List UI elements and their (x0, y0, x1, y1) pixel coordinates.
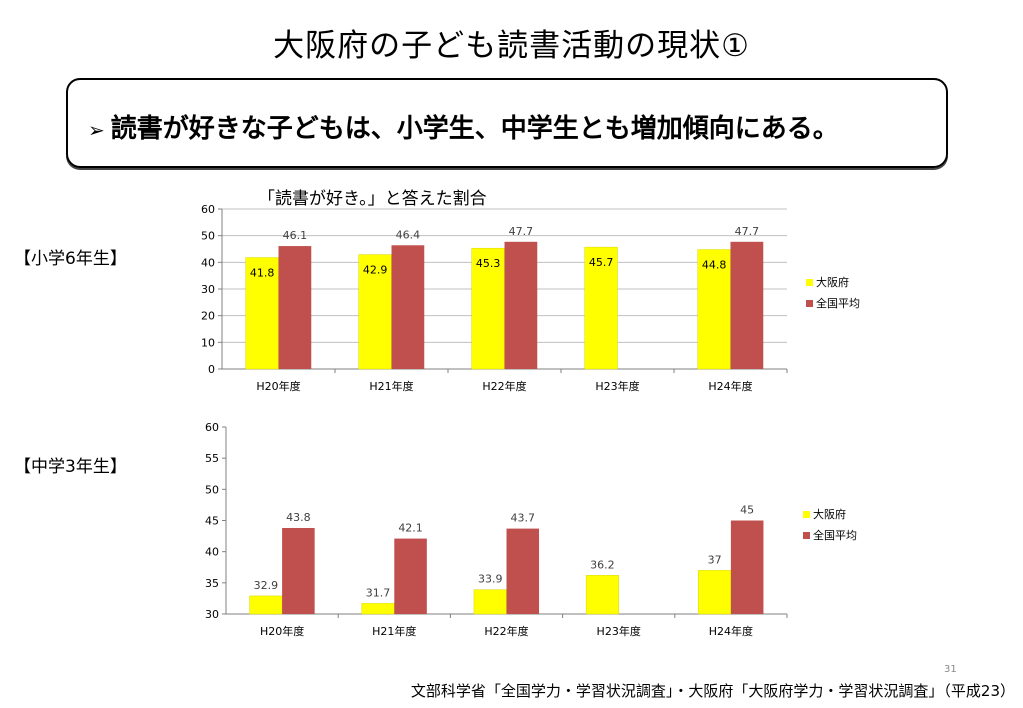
y-tick-label: 35 (205, 577, 219, 590)
data-label: 41.8 (250, 267, 275, 280)
y-tick-label: 30 (201, 283, 215, 296)
callout-text: 読書が好きな子どもは、小学生、中学生とも増加傾向にある。 (110, 114, 839, 144)
legend-label: 全国平均 (813, 528, 857, 542)
page-title: 大阪府の子ども読書活動の現状① (273, 28, 750, 64)
chart-subtitle: 「読書が好き。」と答えた割合 (258, 189, 487, 209)
bar-osaka (473, 589, 507, 615)
grade-label-elementary: 【小学6年生】 (14, 249, 127, 269)
bar-national (504, 241, 538, 369)
page-number: 31 (944, 664, 957, 675)
data-label: 46.1 (283, 229, 308, 242)
y-tick-label: 20 (201, 310, 215, 323)
chart-junior-high: 30 35 40 45 50 55 60 H20年度 32.9 43.8 H21年度 31.7 42.1… (205, 421, 857, 638)
source-citation: 文部科学省「全国学力・学習状況調査」・大阪府「大阪府学力・学習状況調査」（平成2… (410, 682, 1015, 700)
bar-national (282, 527, 315, 614)
x-tick-label: H20年度 (256, 379, 300, 393)
bar-osaka (249, 595, 283, 615)
summary-callout: ➢ 読書が好きな子どもは、小学生、中学生とも増加傾向にある。 (66, 78, 948, 168)
bar-national (278, 246, 312, 369)
data-label: 31.7 (366, 586, 391, 599)
bar-national (730, 241, 764, 369)
legend-label: 大阪府 (813, 507, 846, 521)
y-tick-label: 40 (201, 256, 215, 269)
bar-osaka (471, 247, 505, 370)
data-label: 45.7 (589, 256, 614, 269)
data-label: 43.8 (286, 511, 311, 524)
legend-label: 大阪府 (816, 275, 849, 289)
y-tick-label: 45 (205, 515, 219, 528)
bar-osaka (245, 257, 279, 370)
data-label: 42.1 (398, 522, 423, 535)
y-tick-label: 60 (201, 203, 215, 216)
data-label: 47.7 (735, 225, 760, 238)
y-tick-label: 60 (205, 421, 219, 434)
data-label: 42.9 (363, 264, 388, 277)
y-tick-label: 50 (205, 483, 219, 496)
legend-swatch (806, 300, 813, 307)
legend-label: 全国平均 (816, 296, 860, 310)
y-tick-label: 40 (205, 546, 219, 559)
data-label: 46.4 (396, 228, 421, 241)
bar-national (391, 245, 425, 369)
data-label: 47.7 (509, 225, 534, 238)
data-label: 32.9 (254, 579, 279, 592)
legend-swatch (806, 279, 813, 286)
data-label: 45.3 (476, 257, 501, 270)
data-label: 45 (740, 504, 754, 517)
arrow-bullet-icon: ➢ (88, 118, 105, 142)
x-tick-label: H23年度 (595, 379, 639, 393)
data-label: 36.2 (590, 558, 615, 571)
y-tick-label: 30 (205, 608, 219, 621)
x-tick-label: H24年度 (709, 624, 753, 638)
x-tick-label: H23年度 (597, 624, 641, 638)
x-tick-label: H20年度 (260, 624, 304, 638)
bar-osaka (698, 570, 732, 615)
grade-label-junior-high: 【中学3年生】 (14, 457, 127, 477)
bar-osaka (697, 249, 731, 370)
legend-swatch (803, 511, 810, 518)
x-tick-label: H22年度 (482, 379, 526, 393)
x-tick-label: H21年度 (369, 379, 413, 393)
x-tick-label: H24年度 (708, 379, 752, 393)
bar-osaka (584, 246, 618, 370)
legend-swatch (803, 532, 810, 539)
x-tick-label: H22年度 (484, 624, 528, 638)
bar-osaka (361, 603, 395, 615)
bar-national (394, 538, 427, 614)
y-tick-label: 10 (201, 336, 215, 349)
data-label: 44.8 (702, 259, 727, 272)
y-tick-label: 55 (205, 452, 219, 465)
bar-national (730, 520, 764, 614)
data-label: 43.7 (511, 512, 536, 525)
chart-elementary: 0 10 20 30 40 50 60 H20年度 41.8 46.1 H21年度 42.9 46.4 H… (201, 203, 860, 393)
y-tick-label: 0 (208, 363, 215, 376)
y-tick-label: 50 (201, 230, 215, 243)
x-tick-label: H21年度 (372, 624, 416, 638)
data-label: 37 (708, 553, 722, 566)
data-label: 33.9 (478, 573, 503, 586)
bar-national (506, 528, 540, 614)
bar-osaka (585, 575, 619, 615)
